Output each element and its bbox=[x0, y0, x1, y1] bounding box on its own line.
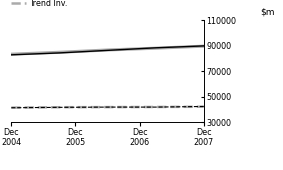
Text: $m: $m bbox=[260, 8, 275, 17]
Legend: Seas.adj. Sales, Trend Sales, Seas.adj. Inv., Trend Inv.: Seas.adj. Sales, Trend Sales, Seas.adj. … bbox=[12, 0, 90, 8]
